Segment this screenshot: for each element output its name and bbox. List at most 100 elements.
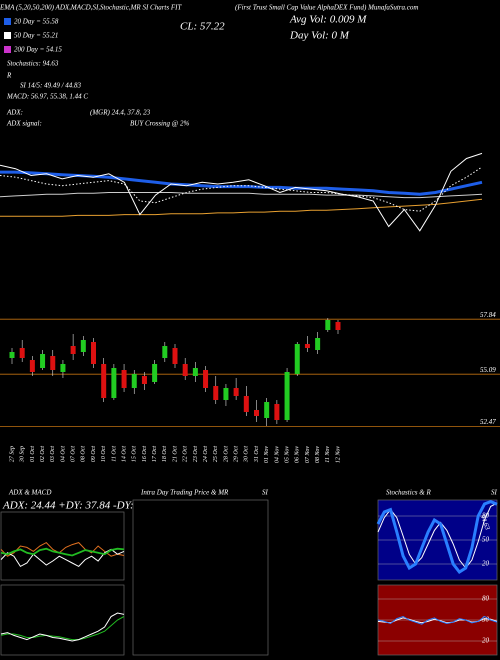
x-tick-label: 30 Oct <box>244 446 250 463</box>
x-tick-label: 08 Nov <box>315 446 321 464</box>
candle-body <box>111 368 117 398</box>
panel-subtitle: ADX: 24.44 +DY: 37.84 -DY: 22.97 <box>2 500 162 512</box>
y-tick-label: 20 <box>482 637 490 645</box>
x-tick-label: 10 Oct <box>101 446 107 462</box>
candle-body <box>101 364 107 398</box>
x-tick-label: 08 Oct <box>81 446 87 462</box>
series-line <box>0 616 125 641</box>
x-tick-label: 21 Oct <box>172 446 178 462</box>
series-line <box>0 166 483 212</box>
panel-subtitle: SI <box>262 489 269 497</box>
y-tick-label: 55.09 <box>480 366 496 374</box>
x-tick-label: 05 Nov <box>284 446 290 464</box>
x-tick-label: 01 Nov <box>264 446 270 464</box>
x-tick-label: 11 Oct <box>111 446 117 462</box>
annotation: SI 14/5: 49.49 / 44.83 <box>20 82 82 90</box>
annotation: Day Vol: 0 M <box>289 30 350 42</box>
x-tick-label: 09 Oct <box>91 446 97 462</box>
candle-body <box>60 364 66 372</box>
candle-body <box>50 356 56 370</box>
y-tick-label: 80 <box>482 512 490 520</box>
candle-body <box>294 344 300 374</box>
panel <box>132 499 269 656</box>
panel <box>0 584 125 656</box>
x-tick-label: 28 Oct <box>223 446 229 462</box>
candle-body <box>203 370 209 388</box>
legend-swatch <box>4 46 11 53</box>
annotation: 20 Day = 55.58 <box>14 18 59 26</box>
annotation: R <box>6 72 12 80</box>
legend-swatch <box>4 32 11 39</box>
candle-body <box>192 368 198 376</box>
annotation: MACD: 56.97, 55.38, 1.44 C <box>6 93 88 101</box>
annotation: ADX: <box>6 109 23 117</box>
candle-body <box>233 388 239 396</box>
x-tick-label: 04 Oct <box>59 446 66 462</box>
series-line <box>0 612 125 642</box>
candle-body <box>131 374 137 388</box>
x-tick-label: 03 Oct <box>50 446 56 462</box>
series-line <box>0 192 483 199</box>
series-line <box>377 502 498 569</box>
candle-body <box>254 410 259 416</box>
x-tick-label: 02 Oct <box>40 446 46 462</box>
series-line <box>0 198 483 217</box>
annotation: (MGR) 24.4, 37.8, 23 <box>90 109 151 117</box>
candle-body <box>9 352 15 358</box>
candle-body <box>335 322 341 330</box>
series-line <box>0 541 125 557</box>
annotation: (First Trust Small Cap Value AlphaDEX Fu… <box>235 4 418 12</box>
x-tick-label: 04 Nov <box>273 446 280 464</box>
panel-title: Stochastics & R <box>386 489 431 497</box>
candle-body <box>223 388 229 400</box>
series-line <box>377 615 498 625</box>
y-tick-label: 50 <box>482 616 490 624</box>
panel-title: Intra Day Trading Price & MR <box>140 489 229 497</box>
annotation: CL: 57.22 <box>180 21 225 33</box>
y-tick-label: 50 <box>482 536 490 544</box>
x-tick-label: 30 Sep <box>20 446 26 463</box>
candle-body <box>162 346 168 358</box>
x-tick-label: 15 Oct <box>132 446 138 462</box>
candle-body <box>243 396 249 412</box>
candle-body <box>91 342 96 364</box>
candle-body <box>141 376 147 384</box>
x-tick-label: 06 Nov <box>295 446 301 464</box>
candle-body <box>284 372 290 420</box>
candle-body <box>29 360 35 372</box>
candle-body <box>19 348 25 358</box>
x-tick-label: 29 Oct <box>234 446 240 462</box>
candle-body <box>274 404 280 420</box>
annotation: Avg Vol: 0.009 M <box>289 14 367 26</box>
candle-body <box>121 370 127 388</box>
candle-body <box>40 354 46 368</box>
legend-swatch <box>4 18 11 25</box>
x-tick-label: 24 Oct <box>202 446 209 462</box>
series-line <box>0 547 125 557</box>
panel-subtitle: SI <box>491 489 498 497</box>
annotation: BUY Crossing @ 2% <box>130 120 189 128</box>
x-tick-label: 11 Nov <box>325 446 331 463</box>
candle-body <box>304 344 310 348</box>
annotation: 50 Day = 55.21 <box>14 32 58 40</box>
y-tick-label: 20 <box>482 560 490 568</box>
y-tick-label: 52.47 <box>480 418 496 426</box>
candle-body <box>264 402 270 418</box>
annotation: EMA (5,20,50,200) ADX,MACD,SI,Stochastic… <box>0 4 182 12</box>
x-tick-label: 27 Sep <box>9 446 15 462</box>
x-tick-label: 16 Oct <box>142 446 148 462</box>
x-tick-label: 12 Nov <box>335 446 341 464</box>
series-line <box>376 499 498 574</box>
x-tick-label: 01 Oct <box>30 446 36 462</box>
candle-body <box>315 338 321 350</box>
x-tick-label: 18 Oct <box>162 446 168 462</box>
candle-body <box>325 320 331 330</box>
candle-body <box>182 364 188 376</box>
y-tick-label: 57.84 <box>480 311 496 319</box>
panel-title: ADX & MACD <box>8 489 51 497</box>
x-tick-label: 22 Oct <box>183 446 189 462</box>
x-tick-label: 07 Nov <box>305 446 311 464</box>
x-tick-label: 25 Oct <box>213 446 219 462</box>
candle-body <box>213 386 219 400</box>
